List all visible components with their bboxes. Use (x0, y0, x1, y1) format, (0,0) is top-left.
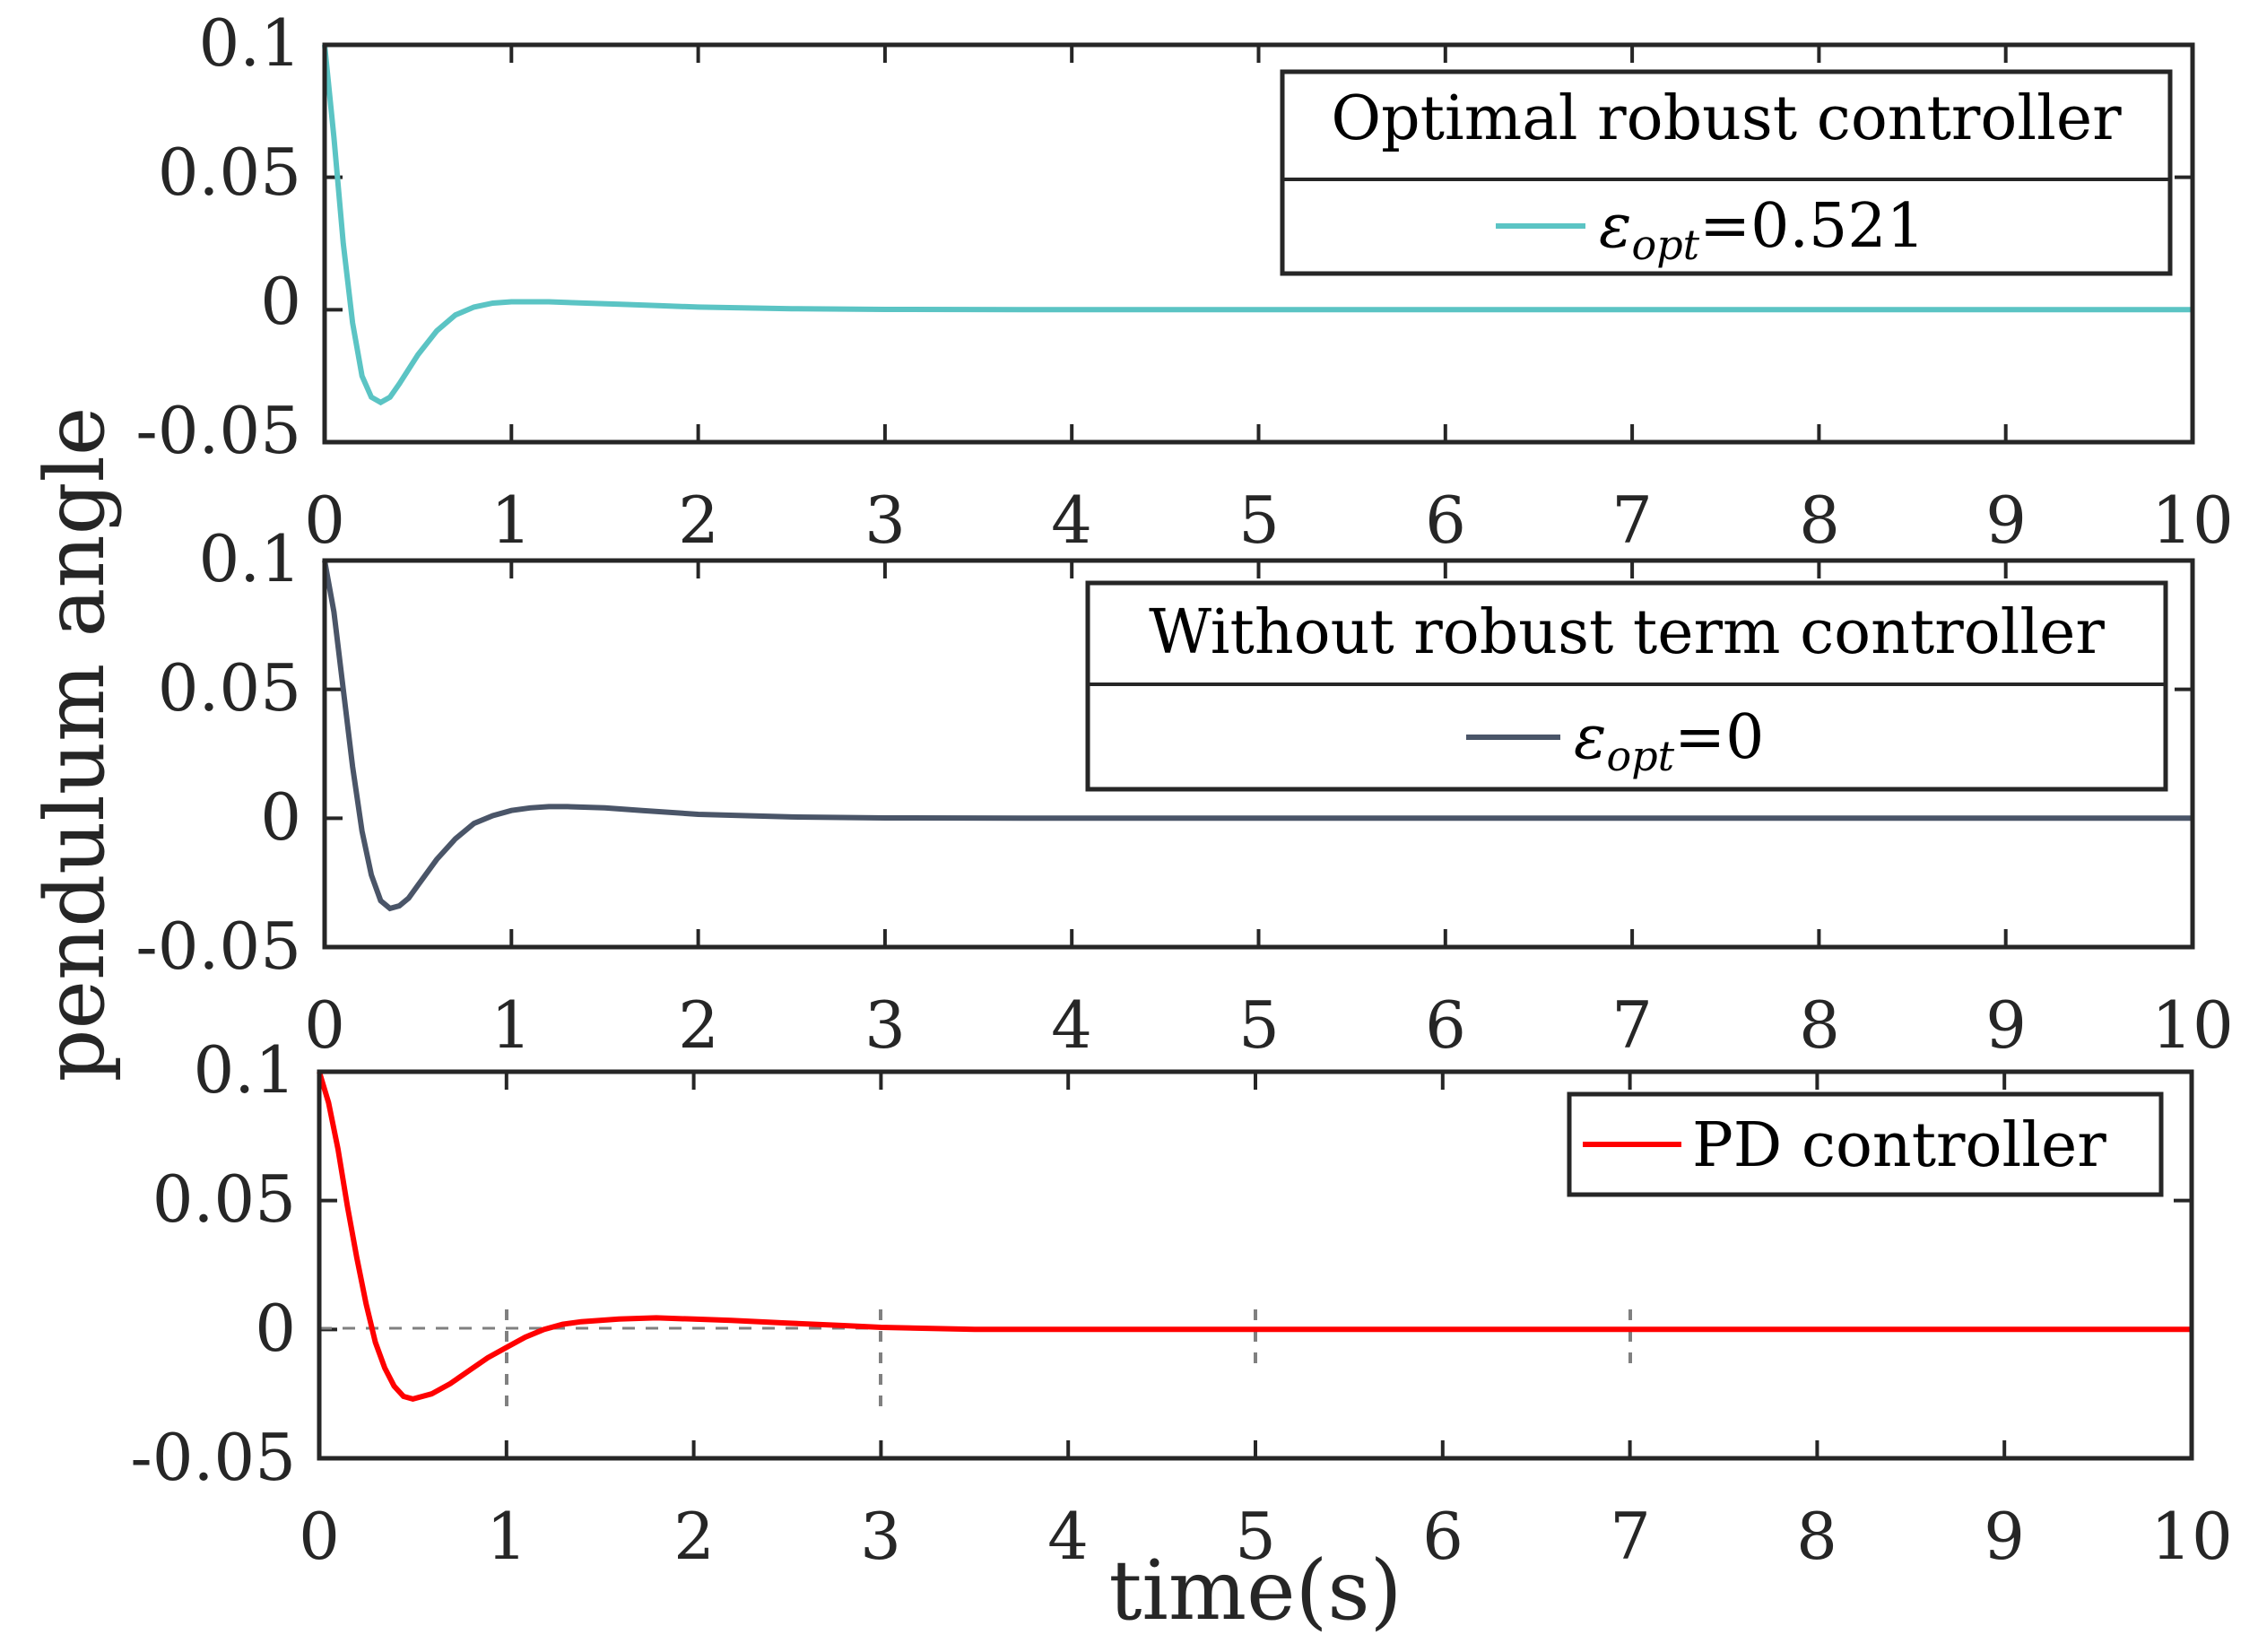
y-axis-title: pendulum angle (27, 407, 123, 1082)
x-tick-label: 3 (864, 987, 906, 1063)
x-tick-label: 6 (1422, 1499, 1463, 1574)
x-tick-label: 4 (1047, 1499, 1089, 1574)
legend-entry-value: =0.521 (1699, 191, 1925, 262)
x-tick-label: 10 (2151, 987, 2234, 1063)
bottom-subplot: 0.1 0.05 0 -0.05 0 1 2 3 4 5 6 7 8 9 10 (130, 1032, 2232, 1574)
x-tick-label: 7 (1611, 483, 1653, 558)
y-tick-label: -0.05 (135, 909, 301, 984)
legend: Optimal robust controller εopt=0.521 (1280, 69, 2173, 276)
y-tick-label: 0 (255, 1291, 296, 1366)
x-axis-title: time(s) (1108, 1543, 1402, 1639)
x-tick-label: 8 (1796, 1499, 1837, 1574)
x-tick-label: 3 (860, 1499, 901, 1574)
top-subplot: 0.1 0.05 0 -0.05 0 1 2 3 4 5 6 7 8 9 10 … (135, 5, 2233, 558)
y-tick-label: -0.05 (135, 393, 301, 468)
legend: Without robust term controller εopt=0 (1085, 580, 2168, 792)
y-tick-label: 0.05 (152, 1161, 296, 1237)
x-tick-label: 8 (1799, 483, 1840, 558)
plot-area-frame (322, 558, 2195, 950)
dashed-reference-markers (505, 1309, 1632, 1417)
legend-entry: εopt=0 (1574, 702, 1764, 780)
x-tick-label: 5 (1235, 1499, 1276, 1574)
middle-subplot: 0.1 0.05 0 -0.05 0 1 2 3 4 5 6 7 8 9 10 … (135, 521, 2233, 1063)
series-line-optimal-robust (322, 44, 2193, 406)
series-line-pd-controller (317, 1071, 2192, 1403)
x-tick-label: 6 (1425, 987, 1466, 1063)
legend-entry-value: =0 (1674, 702, 1764, 773)
legend-entry-subscript: opt (1607, 732, 1675, 780)
series-line-without-robust (322, 560, 2193, 912)
y-tick-label: 0.1 (193, 1032, 296, 1108)
legend-entry: εopt=0.521 (1599, 191, 1925, 269)
y-tick-label: 0.05 (158, 135, 301, 210)
x-tick-label: 1 (486, 1499, 527, 1574)
x-tick-label: 0 (304, 987, 345, 1063)
legend-title: Without robust term controller (1149, 597, 2105, 668)
y-tick-labels: 0.1 0.05 0 -0.05 (135, 5, 301, 468)
x-tick-label: 5 (1238, 483, 1280, 558)
x-tick-label: 1 (491, 483, 532, 558)
x-tick-label: 2 (673, 1499, 715, 1574)
y-tick-labels: 0.1 0.05 0 -0.05 (130, 1032, 296, 1495)
x-tick-label: 2 (678, 987, 719, 1063)
x-tick-label: 2 (678, 483, 719, 558)
y-tick-label: 0.1 (198, 521, 301, 596)
x-tick-label: 9 (1985, 483, 2027, 558)
x-tick-label: 9 (1985, 987, 2027, 1063)
legend-title: Optimal robust controller (1331, 83, 2122, 154)
x-tick-label: 5 (1238, 987, 1280, 1063)
x-tick-label: 9 (1984, 1499, 2025, 1574)
x-tick-label: 4 (1051, 987, 1092, 1063)
x-tick-label: 8 (1799, 987, 1840, 1063)
y-tick-label: 0.1 (198, 5, 301, 81)
y-tick-label: 0 (260, 264, 301, 339)
x-tick-label: 10 (2150, 1499, 2233, 1574)
legend-entry-subscript: opt (1632, 221, 1700, 269)
x-tick-label: 1 (491, 987, 532, 1063)
y-tick-label: 0.05 (158, 650, 301, 726)
legend-entry-symbol: ε (1599, 191, 1632, 262)
legend: PD controller (1567, 1091, 2164, 1197)
legend-entry-symbol: ε (1574, 702, 1607, 773)
x-tick-labels: 0 1 2 3 4 5 6 7 8 9 10 (299, 1499, 2233, 1574)
x-tick-label: 0 (299, 1499, 340, 1574)
x-tick-label: 7 (1611, 987, 1653, 1063)
plot-area-frame (317, 1069, 2194, 1461)
y-tick-label: 0 (260, 779, 301, 855)
x-tick-labels: 0 1 2 3 4 5 6 7 8 9 10 (304, 483, 2234, 558)
x-tick-label: 0 (304, 483, 345, 558)
x-tick-label: 4 (1051, 483, 1092, 558)
legend-box (1280, 69, 2173, 276)
y-tick-label: -0.05 (130, 1420, 296, 1495)
legend-entry-label: PD controller (1692, 1110, 2106, 1181)
x-tick-labels: 0 1 2 3 4 5 6 7 8 9 10 (304, 987, 2234, 1063)
x-tick-label: 10 (2151, 483, 2234, 558)
x-tick-label: 3 (864, 483, 906, 558)
x-tick-label: 7 (1610, 1499, 1651, 1574)
y-tick-labels: 0.1 0.05 0 -0.05 (135, 521, 301, 984)
x-tick-label: 6 (1425, 483, 1466, 558)
plot-area-frame (322, 42, 2195, 445)
